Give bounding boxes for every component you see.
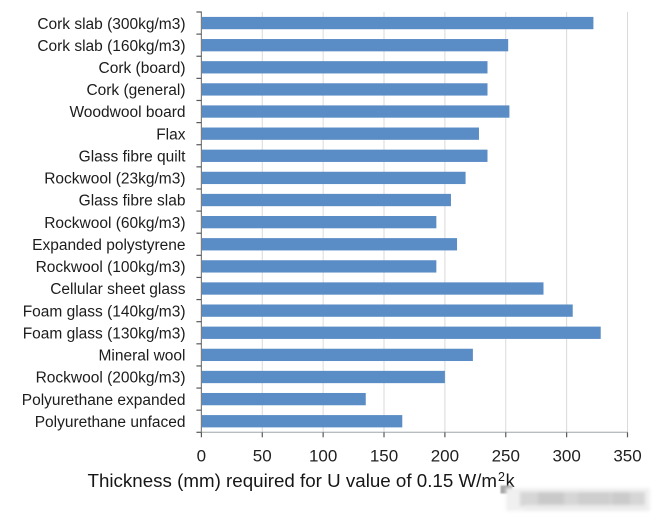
svg-text:Woodwool board: Woodwool board	[69, 104, 185, 121]
svg-text:Rockwool (100kg/m3): Rockwool (100kg/m3)	[36, 259, 186, 276]
svg-text:Polyurethane expanded: Polyurethane expanded	[22, 392, 186, 409]
svg-text:250: 250	[492, 446, 520, 465]
svg-text:50: 50	[253, 446, 272, 465]
svg-text:Rockwool (23kg/m3): Rockwool (23kg/m3)	[44, 171, 185, 188]
svg-text:Mineral wool: Mineral wool	[98, 348, 185, 365]
svg-text:0: 0	[197, 446, 206, 465]
svg-text:Thickness (mm) required for U: Thickness (mm) required for U value of 0…	[88, 471, 498, 491]
svg-text:Glass fibre quilt: Glass fibre quilt	[79, 148, 187, 165]
svg-text:300: 300	[552, 446, 580, 465]
svg-text:Foam glass (140kg/m3): Foam glass (140kg/m3)	[23, 303, 186, 320]
svg-text:Flax: Flax	[156, 126, 186, 143]
svg-text:Expanded polystyrene: Expanded polystyrene	[32, 237, 185, 254]
svg-text:Rockwool (60kg/m3): Rockwool (60kg/m3)	[44, 215, 185, 232]
svg-text:Polyurethane unfaced: Polyurethane unfaced	[35, 414, 186, 431]
svg-text:100: 100	[309, 446, 337, 465]
svg-text:Cork slab (300kg/m3): Cork slab (300kg/m3)	[37, 16, 185, 33]
svg-text:Cellular sheet glass: Cellular sheet glass	[50, 281, 186, 298]
svg-text:Cork (general): Cork (general)	[86, 82, 185, 99]
svg-text:150: 150	[370, 446, 398, 465]
svg-text:200: 200	[431, 446, 459, 465]
svg-text:2: 2	[498, 470, 505, 484]
svg-text:Rockwool (200kg/m3): Rockwool (200kg/m3)	[36, 370, 186, 387]
svg-text:k: k	[506, 471, 516, 491]
svg-text:Cork slab (160kg/m3): Cork slab (160kg/m3)	[37, 38, 185, 55]
svg-text:Glass fibre slab: Glass fibre slab	[79, 193, 186, 210]
svg-text:Cork (board): Cork (board)	[99, 60, 186, 77]
svg-text:350: 350	[613, 446, 641, 465]
svg-text:Foam glass (130kg/m3): Foam glass (130kg/m3)	[23, 325, 186, 342]
